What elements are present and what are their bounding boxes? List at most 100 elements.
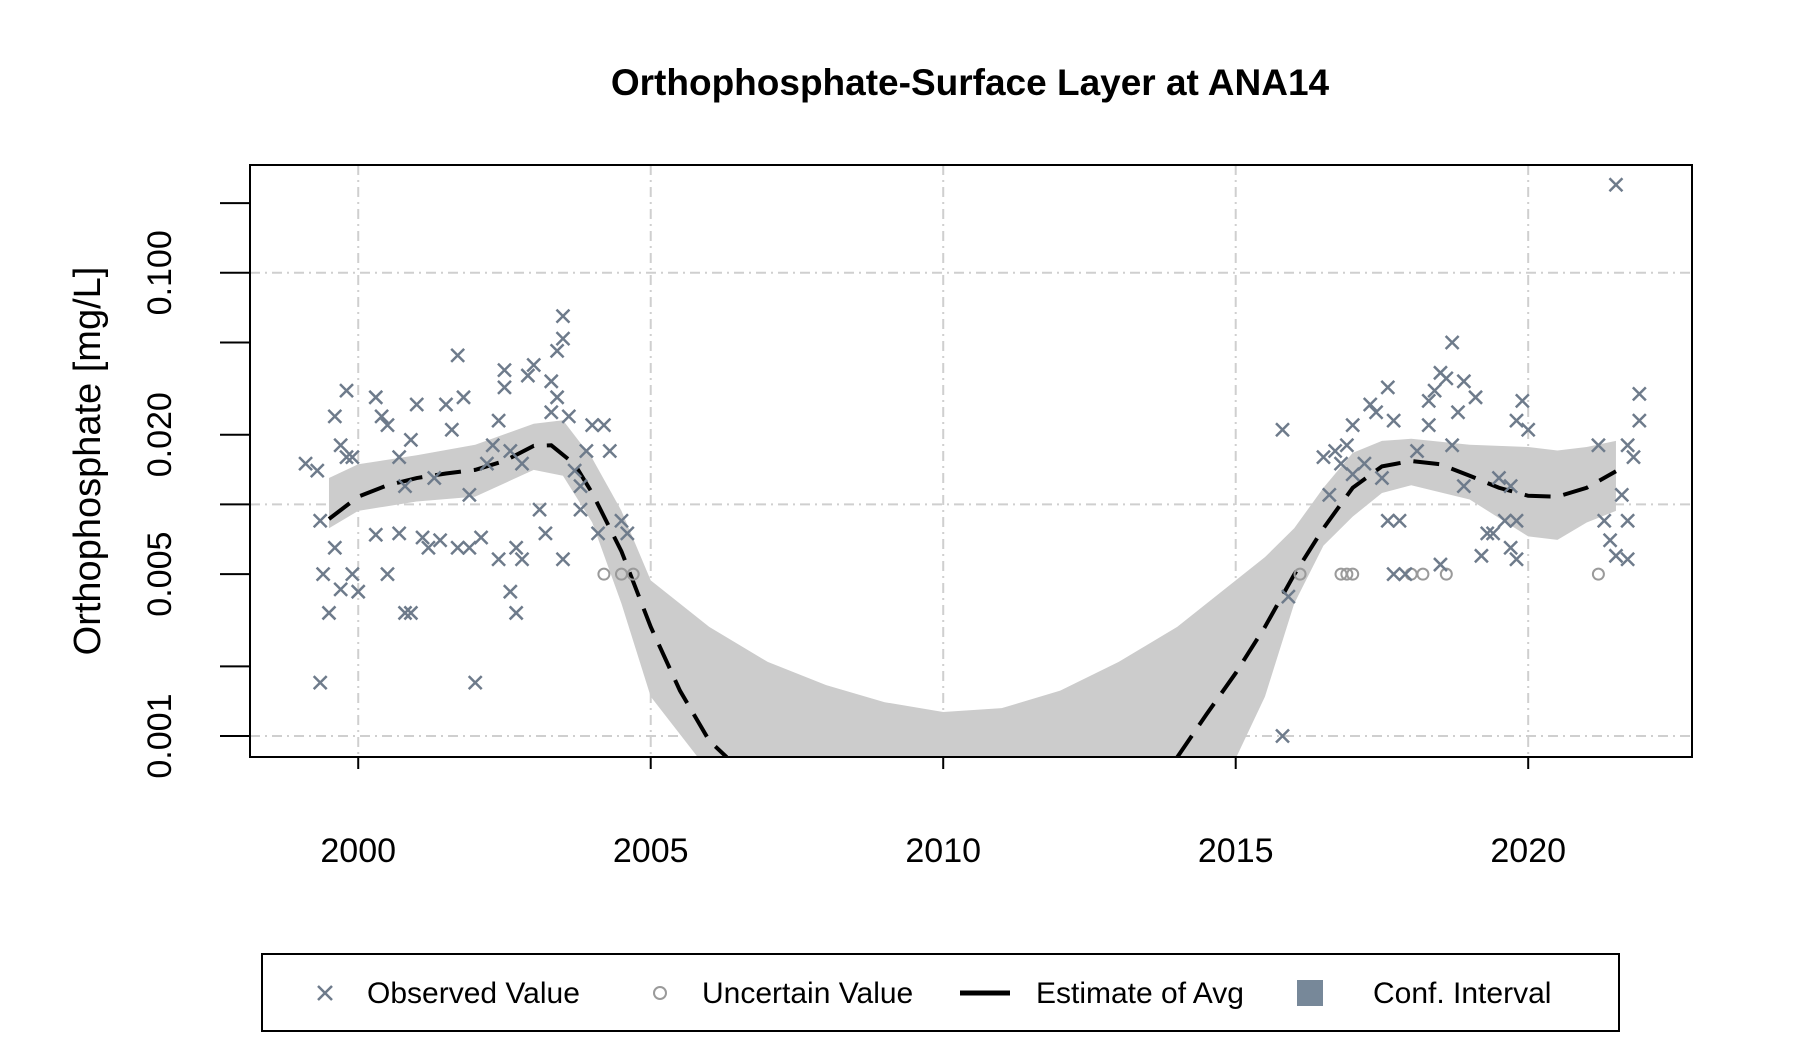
uncertain-point <box>1416 567 1430 581</box>
observed-point <box>1427 383 1442 398</box>
observed-point <box>538 525 553 541</box>
observed-point <box>461 487 477 503</box>
observed-point <box>1333 456 1349 472</box>
observed-point <box>497 380 512 395</box>
y-tick-label: 0.001 <box>141 694 179 779</box>
observed-point <box>426 470 442 486</box>
observed-point <box>561 408 577 424</box>
observed-point <box>1345 466 1361 482</box>
observed-point <box>344 449 360 465</box>
observed-point <box>1450 404 1466 420</box>
x-tick-label: 2005 <box>613 832 689 870</box>
observed-point <box>1503 540 1519 556</box>
observed-point <box>1316 449 1331 465</box>
uncertain-point <box>1404 567 1418 581</box>
observed-point <box>479 456 495 472</box>
observed-point <box>491 551 507 567</box>
observed-point <box>1468 389 1483 405</box>
uncertain-point <box>597 567 611 581</box>
observed-point <box>1421 417 1437 433</box>
observed-point <box>1386 413 1402 429</box>
legend-label: Estimate of Avg <box>1036 977 1244 1010</box>
observed-point <box>344 566 360 582</box>
observed-point <box>1620 513 1636 529</box>
observed-point <box>415 530 430 545</box>
observed-point <box>1386 566 1402 582</box>
observed-point <box>1374 470 1390 486</box>
observed-point <box>1357 456 1372 472</box>
legend-marker <box>1297 980 1323 1006</box>
observed-point <box>1474 548 1489 564</box>
observed-point <box>1497 513 1513 529</box>
observed-point <box>1485 525 1501 541</box>
observed-point <box>380 417 395 433</box>
observed-point <box>526 357 542 373</box>
observed-point <box>1614 487 1630 503</box>
observed-point <box>391 525 407 541</box>
observed-point <box>397 605 413 621</box>
uncertain-point <box>1346 567 1360 581</box>
observed-point <box>403 432 419 448</box>
y-axis-label: Orthophosphate [mg/L] <box>67 267 109 656</box>
observed-point <box>1275 422 1290 438</box>
observed-point <box>1626 449 1641 465</box>
observed-point <box>391 449 407 465</box>
observed-point <box>543 404 559 420</box>
uncertain-point <box>1591 567 1605 581</box>
observed-point <box>403 605 419 621</box>
observed-point <box>520 368 536 383</box>
plot-frame <box>249 164 1693 758</box>
observed-point <box>1409 443 1425 459</box>
y-tick-label: 0.100 <box>141 230 179 315</box>
observed-point <box>573 502 588 517</box>
observed-point <box>309 463 325 478</box>
observed-point <box>450 540 466 556</box>
observed-point <box>543 373 559 389</box>
legend-label: Conf. Interval <box>1373 977 1551 1010</box>
observed-point <box>555 331 571 346</box>
observed-point <box>578 443 594 459</box>
observed-point <box>549 389 565 405</box>
observed-point <box>532 502 547 517</box>
observed-point <box>1444 335 1460 350</box>
observed-point <box>1327 443 1343 459</box>
observed-point <box>1339 437 1355 453</box>
observed-point <box>1456 478 1472 494</box>
observed-point <box>1444 437 1460 453</box>
observed-point <box>1397 566 1413 582</box>
observed-point <box>1380 380 1396 395</box>
observed-point <box>1479 525 1495 541</box>
observed-point <box>1456 373 1472 389</box>
observed-point <box>409 397 425 412</box>
observed-point <box>333 581 349 597</box>
observed-point <box>514 551 530 567</box>
observed-point <box>1503 478 1519 494</box>
observed-point <box>456 389 471 405</box>
observed-point <box>1631 413 1647 429</box>
plot-area <box>250 165 1692 757</box>
observed-point <box>508 605 524 621</box>
observed-point <box>1608 548 1624 564</box>
observed-point <box>380 566 395 582</box>
observed-point <box>1509 413 1524 429</box>
observed-point <box>327 540 343 556</box>
observed-point <box>1514 393 1530 409</box>
observed-point <box>508 540 524 556</box>
observed-point <box>339 449 354 465</box>
uncertain-point <box>626 567 640 581</box>
y-tick-label: 0.005 <box>141 532 179 617</box>
observed-point <box>1608 177 1624 193</box>
observed-point <box>514 456 530 472</box>
observed-point <box>491 413 507 429</box>
observed-point <box>368 527 384 543</box>
observed-point <box>549 343 565 359</box>
observed-point <box>327 408 343 424</box>
observed-point <box>584 417 600 433</box>
observed-point <box>444 422 460 438</box>
observed-point <box>374 408 390 424</box>
x-tick-label: 2000 <box>320 832 396 870</box>
x-tick-label: 2020 <box>1490 832 1566 870</box>
observed-point <box>368 389 384 405</box>
observed-point <box>1421 393 1437 409</box>
